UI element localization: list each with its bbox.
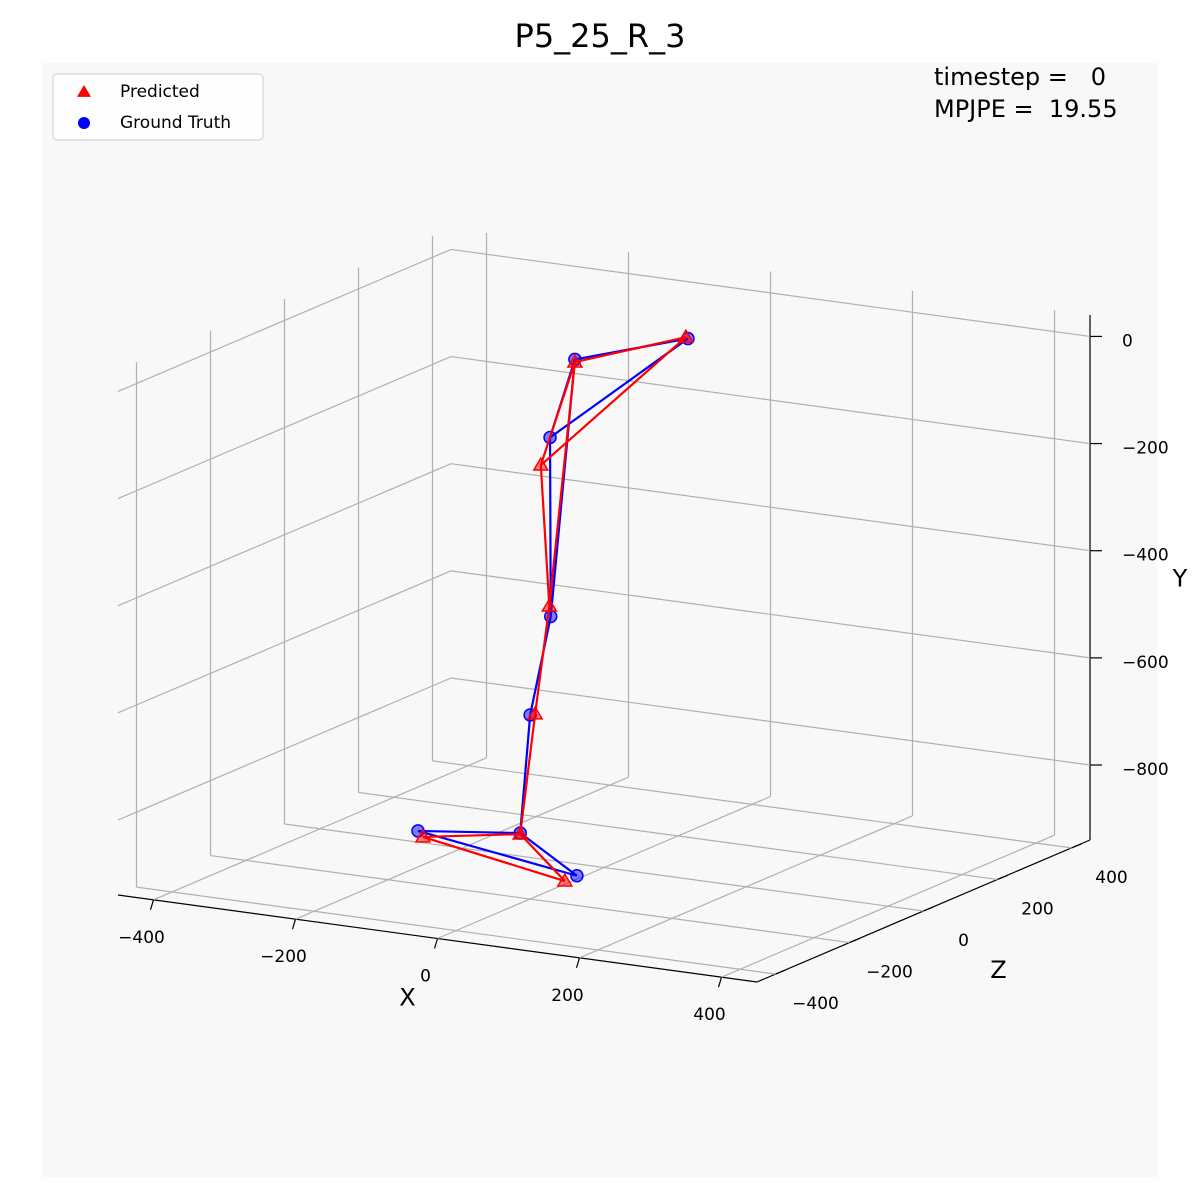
grid-line [450,355,1091,445]
x-tick-label: 0 [420,967,431,987]
y-tick-label: −200 [1122,439,1169,459]
annotation: MPJPE = 19.55 [934,95,1118,123]
legend-label: Predicted [120,82,200,102]
skeleton-line [548,361,576,607]
skeleton-line [534,605,551,715]
x-tick-label: −400 [118,928,165,948]
grid-line [210,854,850,944]
grid-line [450,570,1091,659]
y-tick-label: −800 [1122,760,1169,780]
chart-title: P5_25_R_3 [515,17,686,55]
y-axis-label: Y [1172,565,1188,593]
axes-background [43,63,1157,1177]
skeleton-line [417,829,521,835]
point [570,868,584,883]
grid-line [358,791,998,881]
marks [411,328,695,887]
x-tick-mark [575,957,581,969]
z-tick-mark [1071,843,1082,849]
grid-line [450,248,1091,338]
x-tick-mark [149,899,155,911]
z-tick-label: 200 [1021,899,1053,919]
z-tick-mark [997,874,1008,881]
skeleton-line [539,361,576,466]
z-tick-label: −200 [866,963,913,983]
z-tick-label: 0 [958,931,969,951]
point [566,353,584,368]
grid-line [450,463,1091,552]
point [532,456,550,471]
point [414,828,432,843]
point [541,597,558,612]
legend-marker [77,85,91,97]
skeleton-line [519,832,578,877]
grid-line [432,760,1072,849]
x-tick-mark [717,976,723,988]
grid-line [284,823,924,912]
y-tick-label: −600 [1122,653,1169,673]
z-tick-mark [775,969,786,975]
point [677,328,695,343]
skeleton-line [417,829,578,877]
y-tick-label: −400 [1122,546,1169,566]
x-tick-label: −200 [260,947,307,967]
y-tick-label: 0 [1122,331,1133,351]
grid: −400 −200 0 200 400 0 −200 −400 −600 −800 −400 −200… [117,232,1169,1025]
grid-line [136,886,776,975]
legend: Predicted Ground Truth [52,73,264,141]
z-tick-mark [849,937,860,944]
z-axis-label: Z [990,956,1006,984]
x-axis-label: X [399,984,415,1012]
x-tick-label: 400 [693,1005,725,1025]
x-tick-mark [433,938,439,949]
z-tick-label: 400 [1095,868,1127,888]
x-tick-label: 200 [551,986,583,1006]
skeleton-line [422,833,521,839]
legend-box [52,73,264,141]
grid-line [450,677,1091,766]
x-tick-mark [291,918,297,930]
skeleton-line [519,713,537,835]
legend-marker [78,117,90,129]
skeleton-line [422,835,566,883]
skeleton-line [540,336,687,466]
skeleton-line [574,336,687,364]
point [526,705,544,720]
point [556,872,574,887]
legend-label: Ground Truth [120,113,231,133]
z-tick-label: −400 [792,994,839,1014]
skeleton-line [539,465,551,607]
annotation: timestep = 0 [934,63,1106,91]
skeleton-line [519,833,566,882]
z-tick-mark [923,906,934,912]
point [511,825,529,840]
